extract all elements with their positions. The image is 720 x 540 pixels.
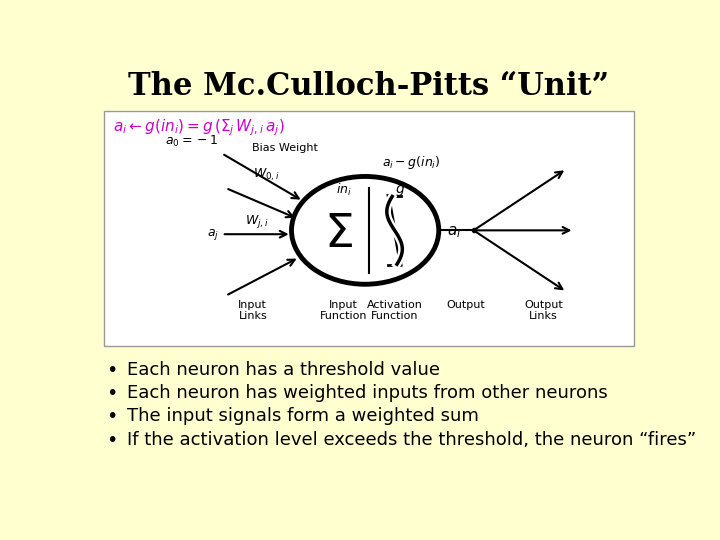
Text: Each neuron has a threshold value: Each neuron has a threshold value (127, 361, 440, 379)
Text: Bias Weight: Bias Weight (253, 143, 318, 153)
Text: The input signals form a weighted sum: The input signals form a weighted sum (127, 408, 479, 426)
Text: $a_0=-1$: $a_0=-1$ (165, 134, 218, 150)
Text: Activation
Function: Activation Function (366, 300, 423, 321)
Text: •: • (106, 384, 117, 403)
Text: $W_{j,i}$: $W_{j,i}$ (245, 213, 269, 230)
Text: •: • (106, 408, 117, 427)
Text: •: • (106, 430, 117, 449)
Text: $a_i$: $a_i$ (447, 224, 462, 240)
Text: $in_i$: $in_i$ (336, 183, 351, 198)
Text: If the activation level exceeds the threshold, the neuron “fires”: If the activation level exceeds the thre… (127, 430, 696, 449)
Text: $a_i-g(in_i)$: $a_i-g(in_i)$ (382, 154, 441, 171)
Text: $g$: $g$ (395, 183, 405, 198)
Bar (104, 111, 634, 346)
Text: The Mc.Culloch-Pitts “Unit”: The Mc.Culloch-Pitts “Unit” (128, 71, 610, 102)
Text: Input
Links: Input Links (238, 300, 267, 321)
Text: Each neuron has weighted inputs from other neurons: Each neuron has weighted inputs from oth… (127, 384, 608, 402)
Text: $a_j$: $a_j$ (207, 227, 220, 242)
Ellipse shape (292, 177, 438, 284)
Text: Output
Links: Output Links (524, 300, 563, 321)
Text: $W_{0,i}$: $W_{0,i}$ (253, 167, 280, 183)
Text: Output: Output (446, 300, 485, 309)
Text: Input
Function: Input Function (320, 300, 367, 321)
Text: $a_i \leftarrow g(in_i) = g\,(\Sigma_j\,W_{j,i}\,a_j)$: $a_i \leftarrow g(in_i) = g\,(\Sigma_j\,… (113, 117, 285, 138)
Text: •: • (106, 361, 117, 380)
Text: $\Sigma$: $\Sigma$ (323, 212, 352, 258)
